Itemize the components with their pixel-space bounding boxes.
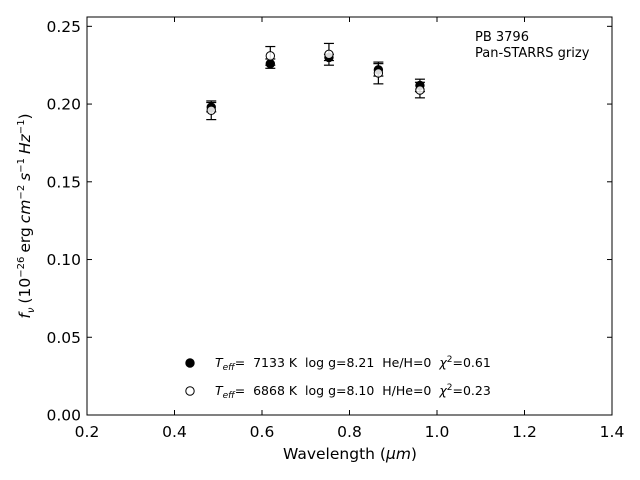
legend-marker-filled [185, 358, 195, 368]
data-point-open [324, 49, 334, 60]
legend-entry-2: Teff= 6868 K log g=8.10 H/He=0 χ2=0.23 [215, 383, 491, 401]
annotation-survey-name: Pan-STARRS grizy [475, 46, 590, 61]
annotation-object-name: PB 3796 [475, 30, 529, 45]
axis-ticks: 0.2 0.4 0.6 0.8 1.0 1.2 1.4 0.00 0.05 0.10 0.15 0.2… [46, 17, 624, 441]
y-tick-label: 0.20 [46, 96, 81, 114]
data-point-open [265, 51, 276, 61]
x-tick-label: 0.8 [337, 423, 362, 441]
error-bars [206, 42, 425, 121]
legend: Teff= 7133 K log g=8.21 He/H=0 χ2=0.61 T… [185, 355, 491, 401]
data-point-open [415, 85, 425, 95]
data-point-filled [265, 58, 276, 69]
legend-marker-open [185, 386, 195, 396]
data-point-open [373, 68, 384, 78]
legend-entry-1: Teff= 7133 K log g=8.21 He/H=0 χ2=0.61 [215, 355, 491, 373]
y-tick-label: 0.05 [46, 329, 81, 347]
y-tick-label: 0.15 [46, 173, 81, 191]
x-tick-label: 0.2 [75, 423, 100, 441]
y-tick-label: 0.25 [46, 18, 81, 36]
y-tick-label: 0.10 [46, 251, 81, 269]
data-points [206, 49, 425, 115]
x-tick-label: 1.0 [425, 423, 450, 441]
x-axis-title: Wavelength (μm) [283, 445, 417, 463]
x-tick-label: 1.4 [600, 423, 625, 441]
x-tick-label: 0.4 [162, 423, 187, 441]
y-axis-title: fν(10−26ergcm−2s−1Hz−1) [16, 113, 37, 318]
x-tick-label: 1.2 [512, 423, 537, 441]
x-tick-label: 0.6 [250, 423, 275, 441]
y-tick-label: 0.00 [46, 407, 81, 425]
data-point-open [206, 105, 216, 115]
